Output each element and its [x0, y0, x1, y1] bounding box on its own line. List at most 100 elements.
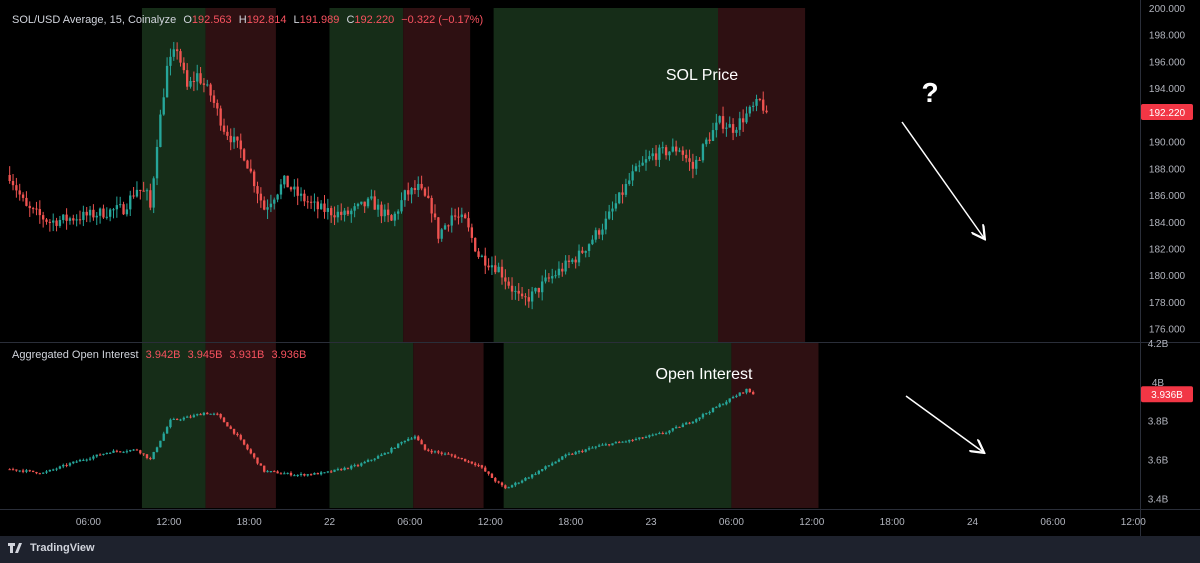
oi-candle: [624, 441, 628, 443]
oi-candle: [303, 474, 306, 476]
price-candle: [427, 195, 430, 198]
price-candle: [48, 221, 52, 223]
tradingview-logo[interactable]: TradingView: [8, 542, 95, 554]
price-candle: [92, 209, 95, 218]
price-candle: [661, 147, 664, 149]
oi-candle: [323, 472, 326, 474]
oi-candle: [88, 458, 92, 460]
price-candle: [313, 201, 316, 203]
red-zone: [205, 343, 276, 508]
price-candle: [102, 208, 105, 218]
oi-candle: [72, 461, 75, 464]
price-candle: [259, 193, 263, 201]
price-candle: [25, 197, 28, 206]
oi-candle: [510, 485, 514, 488]
oi-candle: [216, 413, 219, 415]
oi-candle: [259, 463, 263, 466]
close-value: 192.220: [354, 14, 395, 26]
price-candle: [618, 192, 621, 204]
oi-candle: [269, 471, 273, 473]
time-tick-label: 18:00: [880, 517, 905, 528]
price-candle: [641, 162, 644, 166]
price-candle: [393, 213, 396, 221]
oi-candle: [470, 461, 474, 464]
price-candle: [296, 186, 299, 196]
price-candle: [65, 214, 68, 221]
oi-candle: [316, 472, 319, 475]
oi-candle: [266, 471, 269, 473]
symbol-label: SOL/USD Average, 15, Coinalyze: [12, 14, 177, 26]
oi-candle: [28, 470, 31, 472]
time-tick-label: 06:00: [397, 517, 422, 528]
price-tick-label: 200.000: [1149, 4, 1186, 15]
price-candle: [330, 208, 333, 216]
oi-last-badge-bg: [1141, 386, 1193, 403]
price-candle: [711, 130, 715, 141]
oi-candle: [139, 450, 142, 454]
price-candle: [222, 125, 226, 132]
green-zone: [493, 8, 719, 342]
oi-candle: [179, 419, 182, 421]
price-candle: [386, 209, 390, 216]
oi-candle: [594, 446, 597, 448]
oi-candle: [206, 412, 209, 415]
green-zone: [329, 8, 404, 342]
price-candle: [510, 285, 514, 292]
price-candle: [112, 209, 115, 211]
price-candle: [149, 190, 152, 208]
price-candle: [299, 193, 303, 196]
oi-candle: [738, 392, 741, 396]
oi-candle: [162, 433, 165, 441]
price-candle: [38, 209, 41, 216]
oi-candle: [551, 463, 554, 466]
oi-candle: [618, 442, 621, 444]
oi-candle: [597, 445, 601, 447]
oi-candle: [165, 427, 169, 434]
oi-candle: [273, 471, 276, 473]
price-candle: [400, 200, 403, 212]
price-candle: [289, 187, 293, 190]
oi-tick-label: 3.4B: [1148, 494, 1169, 505]
price-candle: [196, 73, 199, 82]
price-candle: [691, 161, 695, 169]
oi-candle: [31, 470, 35, 472]
price-candle: [78, 219, 82, 221]
price-candle: [108, 209, 112, 217]
price-candle: [179, 51, 182, 63]
price-candle: [15, 185, 18, 191]
oi-candle: [400, 441, 403, 444]
price-last-badge-bg: [1141, 103, 1193, 120]
price-candle: [269, 203, 273, 208]
oi-candle: [497, 481, 500, 483]
oi-candle: [65, 464, 68, 466]
oi-candle: [239, 435, 242, 440]
price-candle: [577, 250, 581, 263]
oi-candle: [219, 413, 222, 418]
oi-candle: [102, 453, 105, 455]
oi-candle: [648, 435, 651, 437]
oi-candle: [380, 454, 383, 457]
oi-candle: [283, 473, 286, 475]
oi-candle: [467, 461, 470, 463]
trend-arrows: [901, 121, 984, 452]
oi-candle: [229, 426, 232, 429]
price-candle: [403, 190, 407, 201]
price-candle: [755, 99, 758, 106]
price-candle: [715, 122, 718, 131]
oi-candle: [172, 418, 175, 420]
oi-candle: [129, 450, 132, 452]
price-candle: [413, 188, 417, 191]
price-candle: [115, 205, 119, 210]
oi-candle: [98, 454, 102, 456]
oi-candle: [691, 421, 695, 424]
red-zone: [403, 8, 471, 342]
oi-candle: [145, 454, 149, 459]
price-candle: [557, 268, 561, 276]
oi-candle: [427, 449, 430, 451]
price-candle: [470, 227, 474, 238]
oi-candle: [38, 473, 41, 475]
price-candle: [504, 277, 507, 282]
oi-candle: [403, 440, 407, 442]
price-candle: [487, 265, 490, 268]
